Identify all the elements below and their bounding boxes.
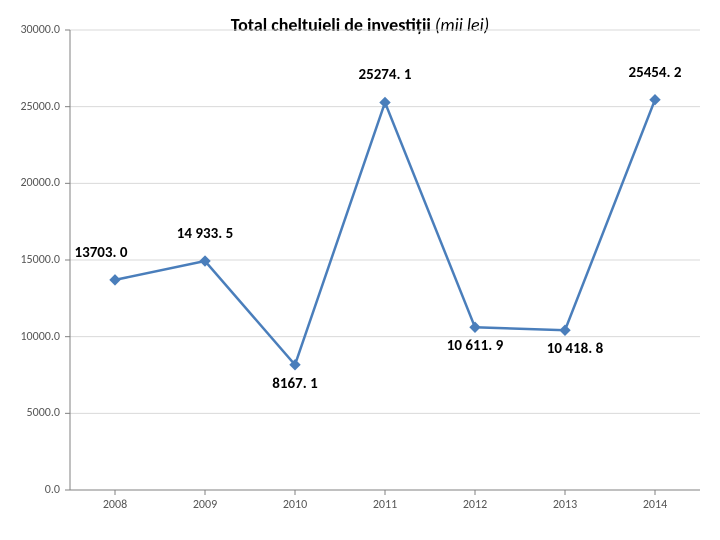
data-marker bbox=[110, 275, 120, 285]
data-label: 8167. 1 bbox=[272, 375, 317, 393]
data-label: 10 611. 9 bbox=[447, 337, 503, 355]
data-marker bbox=[380, 97, 390, 107]
data-label: 13703. 0 bbox=[74, 244, 127, 262]
chart-container: Total cheltuieli de investiții (mii lei)… bbox=[0, 0, 720, 540]
data-marker bbox=[470, 322, 480, 332]
data-label: 25454. 2 bbox=[628, 64, 681, 82]
data-marker bbox=[560, 325, 570, 335]
y-tick-label: 30000.0 bbox=[10, 23, 60, 37]
data-label: 25274. 1 bbox=[358, 66, 411, 84]
x-tick-label: 2013 bbox=[553, 498, 577, 512]
x-tick-label: 2014 bbox=[643, 498, 667, 512]
data-marker bbox=[650, 95, 660, 105]
y-tick-label: 15000.0 bbox=[10, 253, 60, 267]
x-tick-label: 2009 bbox=[193, 498, 217, 512]
x-tick-label: 2008 bbox=[103, 498, 127, 512]
x-tick-label: 2012 bbox=[463, 498, 487, 512]
y-tick-label: 5000.0 bbox=[10, 406, 60, 420]
data-label: 10 418. 8 bbox=[547, 340, 603, 358]
y-tick-label: 20000.0 bbox=[10, 176, 60, 190]
x-tick-label: 2010 bbox=[283, 498, 307, 512]
data-label: 14 933. 5 bbox=[177, 225, 233, 243]
y-tick-label: 25000.0 bbox=[10, 100, 60, 114]
y-tick-label: 0.0 bbox=[10, 483, 60, 497]
y-tick-label: 10000.0 bbox=[10, 330, 60, 344]
x-tick-label: 2011 bbox=[373, 498, 397, 512]
